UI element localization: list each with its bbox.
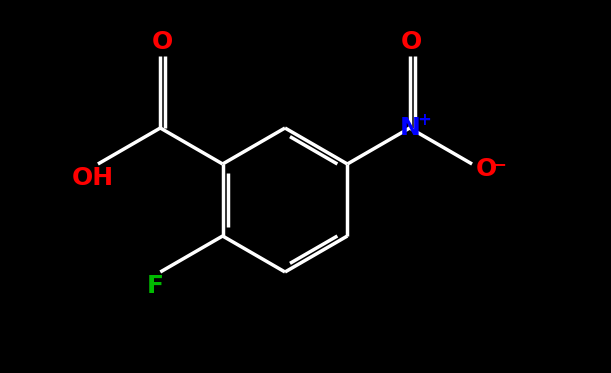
Text: OH: OH — [72, 166, 114, 190]
Text: +: + — [417, 111, 431, 129]
Text: −: − — [492, 155, 506, 173]
Text: O: O — [152, 30, 173, 54]
Text: N: N — [399, 116, 420, 140]
Text: F: F — [147, 274, 164, 298]
Text: O: O — [401, 30, 422, 54]
Text: O: O — [475, 157, 497, 181]
